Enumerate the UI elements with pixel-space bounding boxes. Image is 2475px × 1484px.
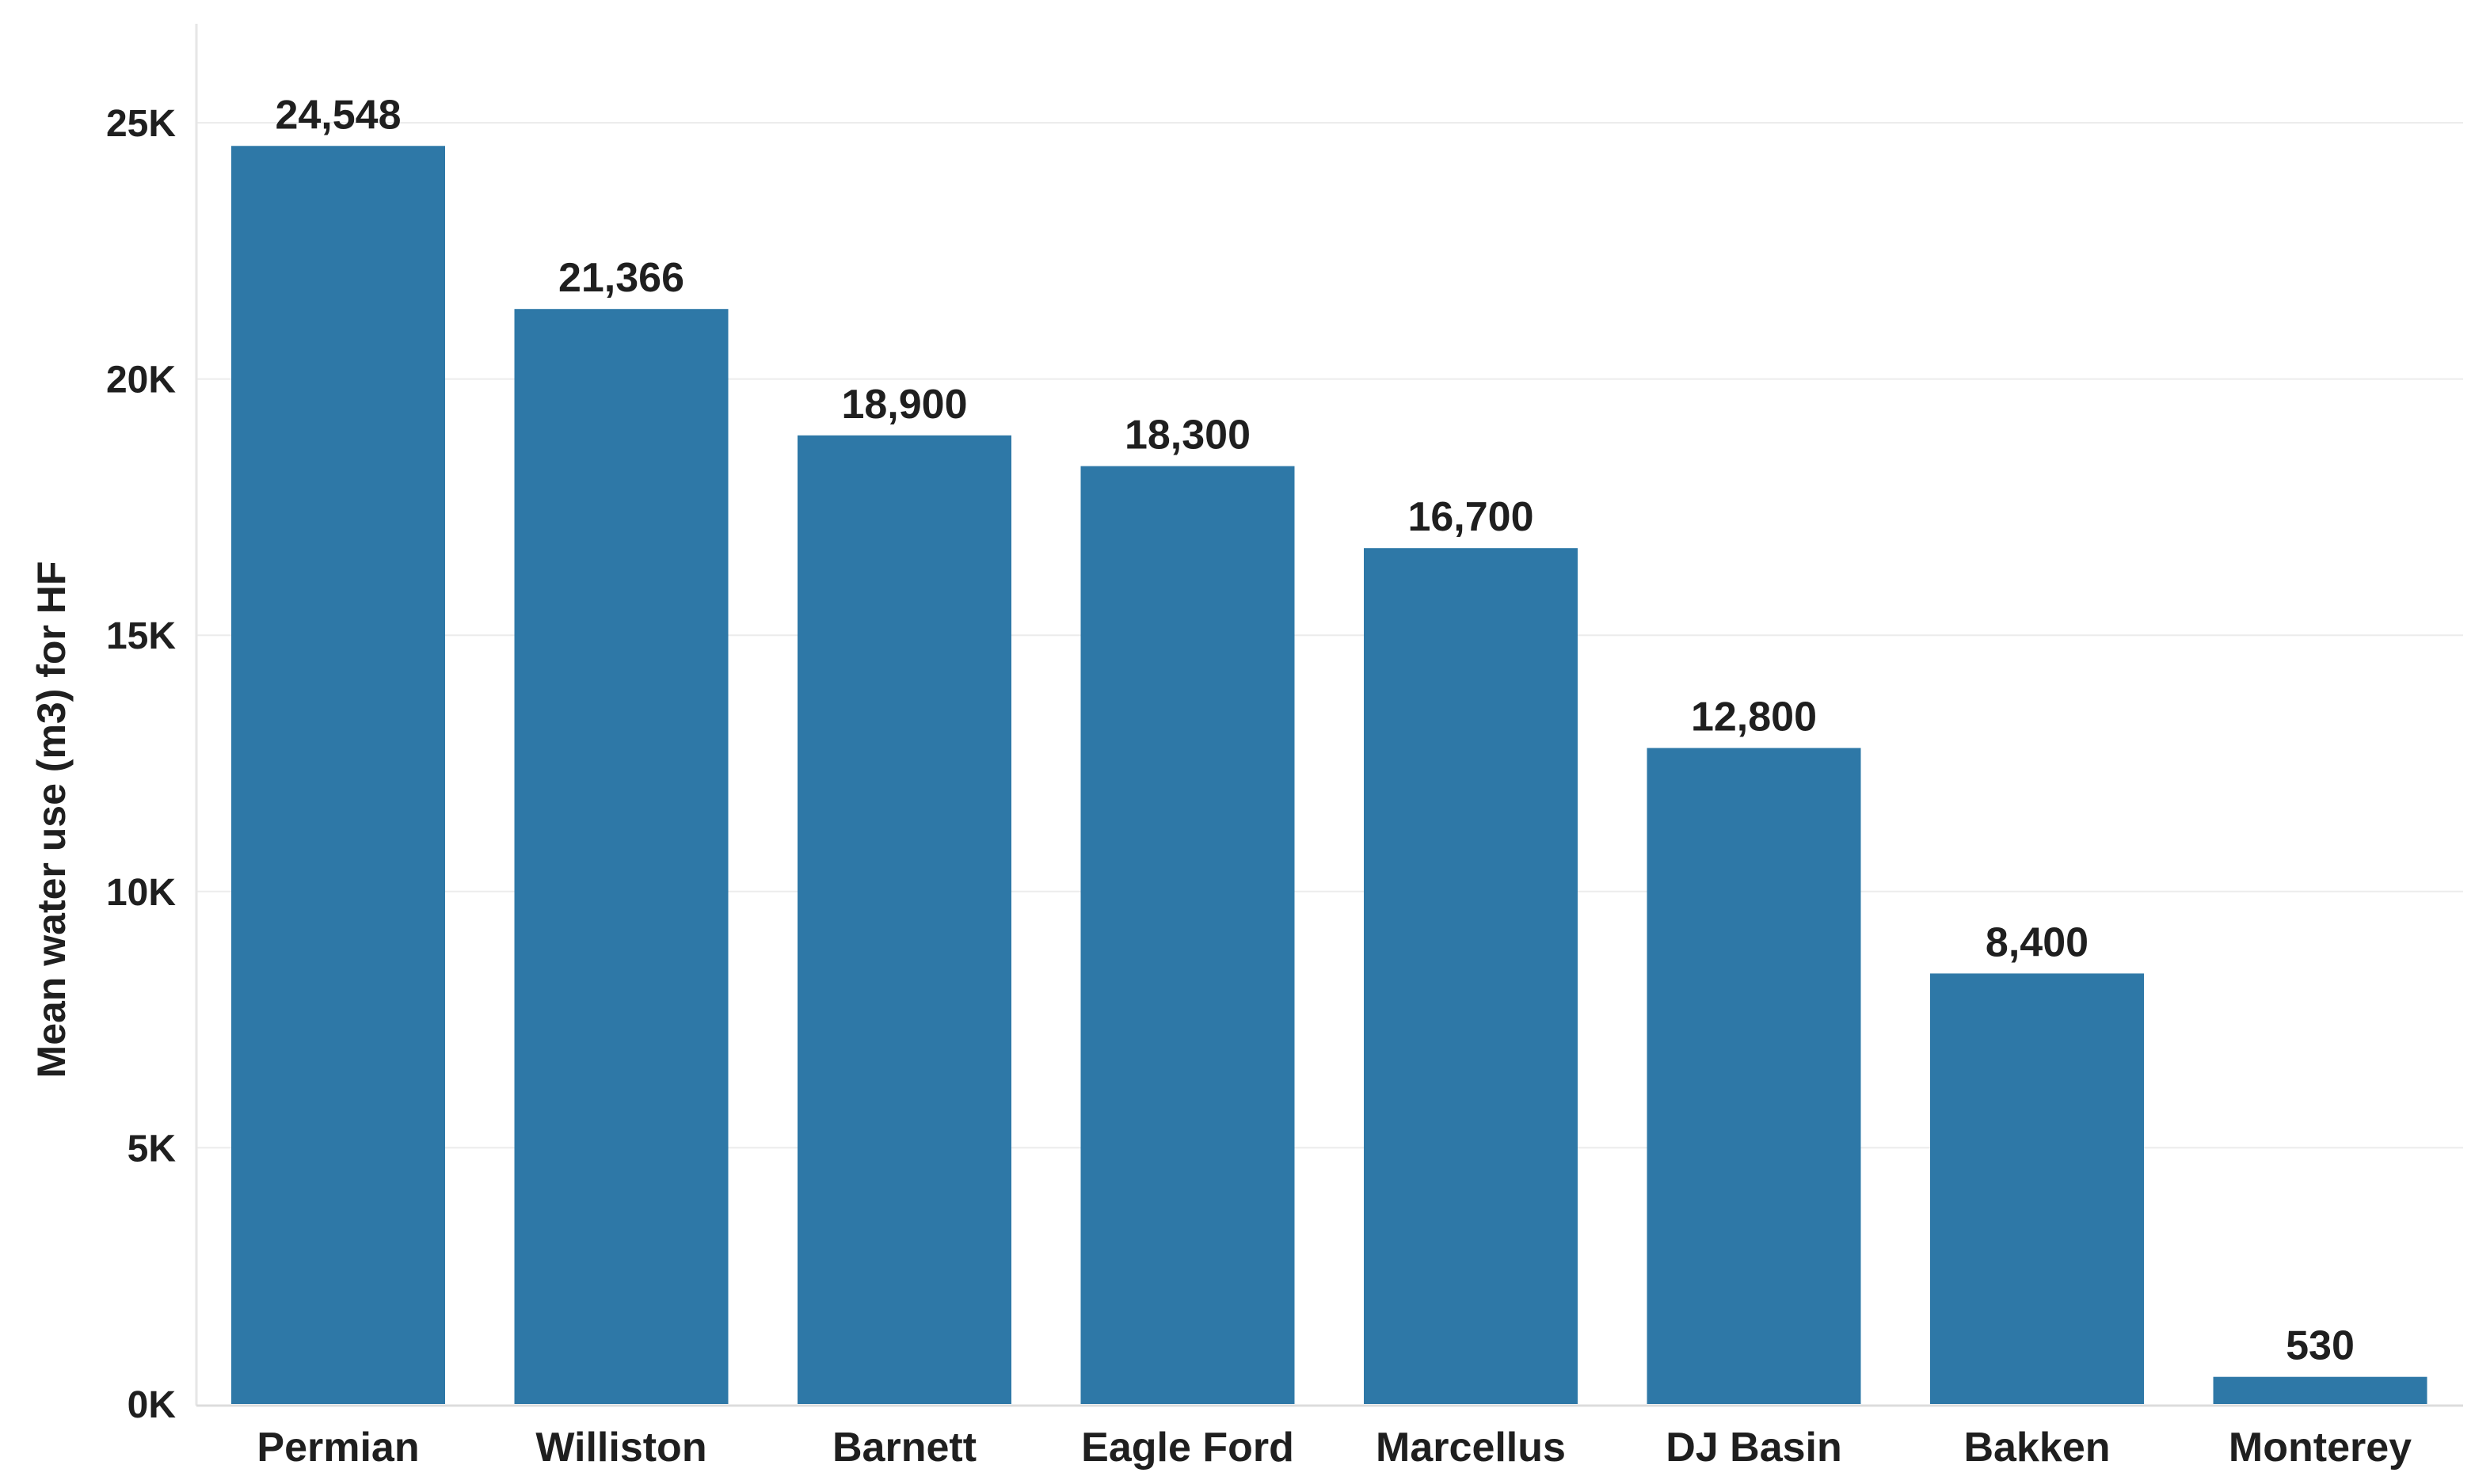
y-tick-label: 0K xyxy=(128,1384,177,1426)
x-category-label: Marcellus xyxy=(1376,1425,1566,1471)
y-tick-label: 25K xyxy=(106,103,176,145)
bar xyxy=(1930,973,2144,1404)
bar xyxy=(1647,748,1861,1404)
y-axis-title: Mean water use (m3) for HF xyxy=(29,561,74,1079)
y-tick-label: 5K xyxy=(128,1128,177,1170)
x-category-label: Bakken xyxy=(1964,1425,2111,1471)
data-label: 8,400 xyxy=(1986,919,2089,965)
x-category-label: Eagle Ford xyxy=(1081,1425,1294,1471)
data-label: 18,900 xyxy=(841,382,967,428)
data-label: 16,700 xyxy=(1407,494,1533,540)
bar xyxy=(231,146,445,1405)
bar xyxy=(798,435,1011,1404)
x-category-label: Barnett xyxy=(832,1425,977,1471)
x-category-label: Monterey xyxy=(2229,1425,2412,1471)
data-label: 21,366 xyxy=(558,255,684,301)
bar xyxy=(514,309,729,1404)
bar xyxy=(2213,1376,2427,1404)
x-category-label: Williston xyxy=(535,1425,706,1471)
x-category-label: Permian xyxy=(257,1425,419,1471)
data-label: 12,800 xyxy=(1691,694,1817,740)
y-axis-ticks: 0K 5K 10K 15K 20K 25K xyxy=(106,103,176,1426)
data-label: 24,548 xyxy=(275,92,401,138)
bar xyxy=(1364,548,1578,1404)
x-category-label: DJ Basin xyxy=(1666,1425,1842,1471)
data-labels: 24,548 21,366 18,900 18,300 16,700 12,800 8,40… xyxy=(275,92,2354,1368)
data-label: 530 xyxy=(2286,1323,2355,1369)
x-axis-categories: Permian Williston Barnett Eagle Ford Marcell… xyxy=(257,1425,2412,1471)
y-tick-label: 10K xyxy=(106,872,176,914)
bars xyxy=(231,146,2427,1405)
y-tick-label: 15K xyxy=(106,615,176,657)
y-tick-label: 20K xyxy=(106,360,176,401)
data-label: 18,300 xyxy=(1125,413,1251,459)
bar xyxy=(1080,466,1295,1404)
